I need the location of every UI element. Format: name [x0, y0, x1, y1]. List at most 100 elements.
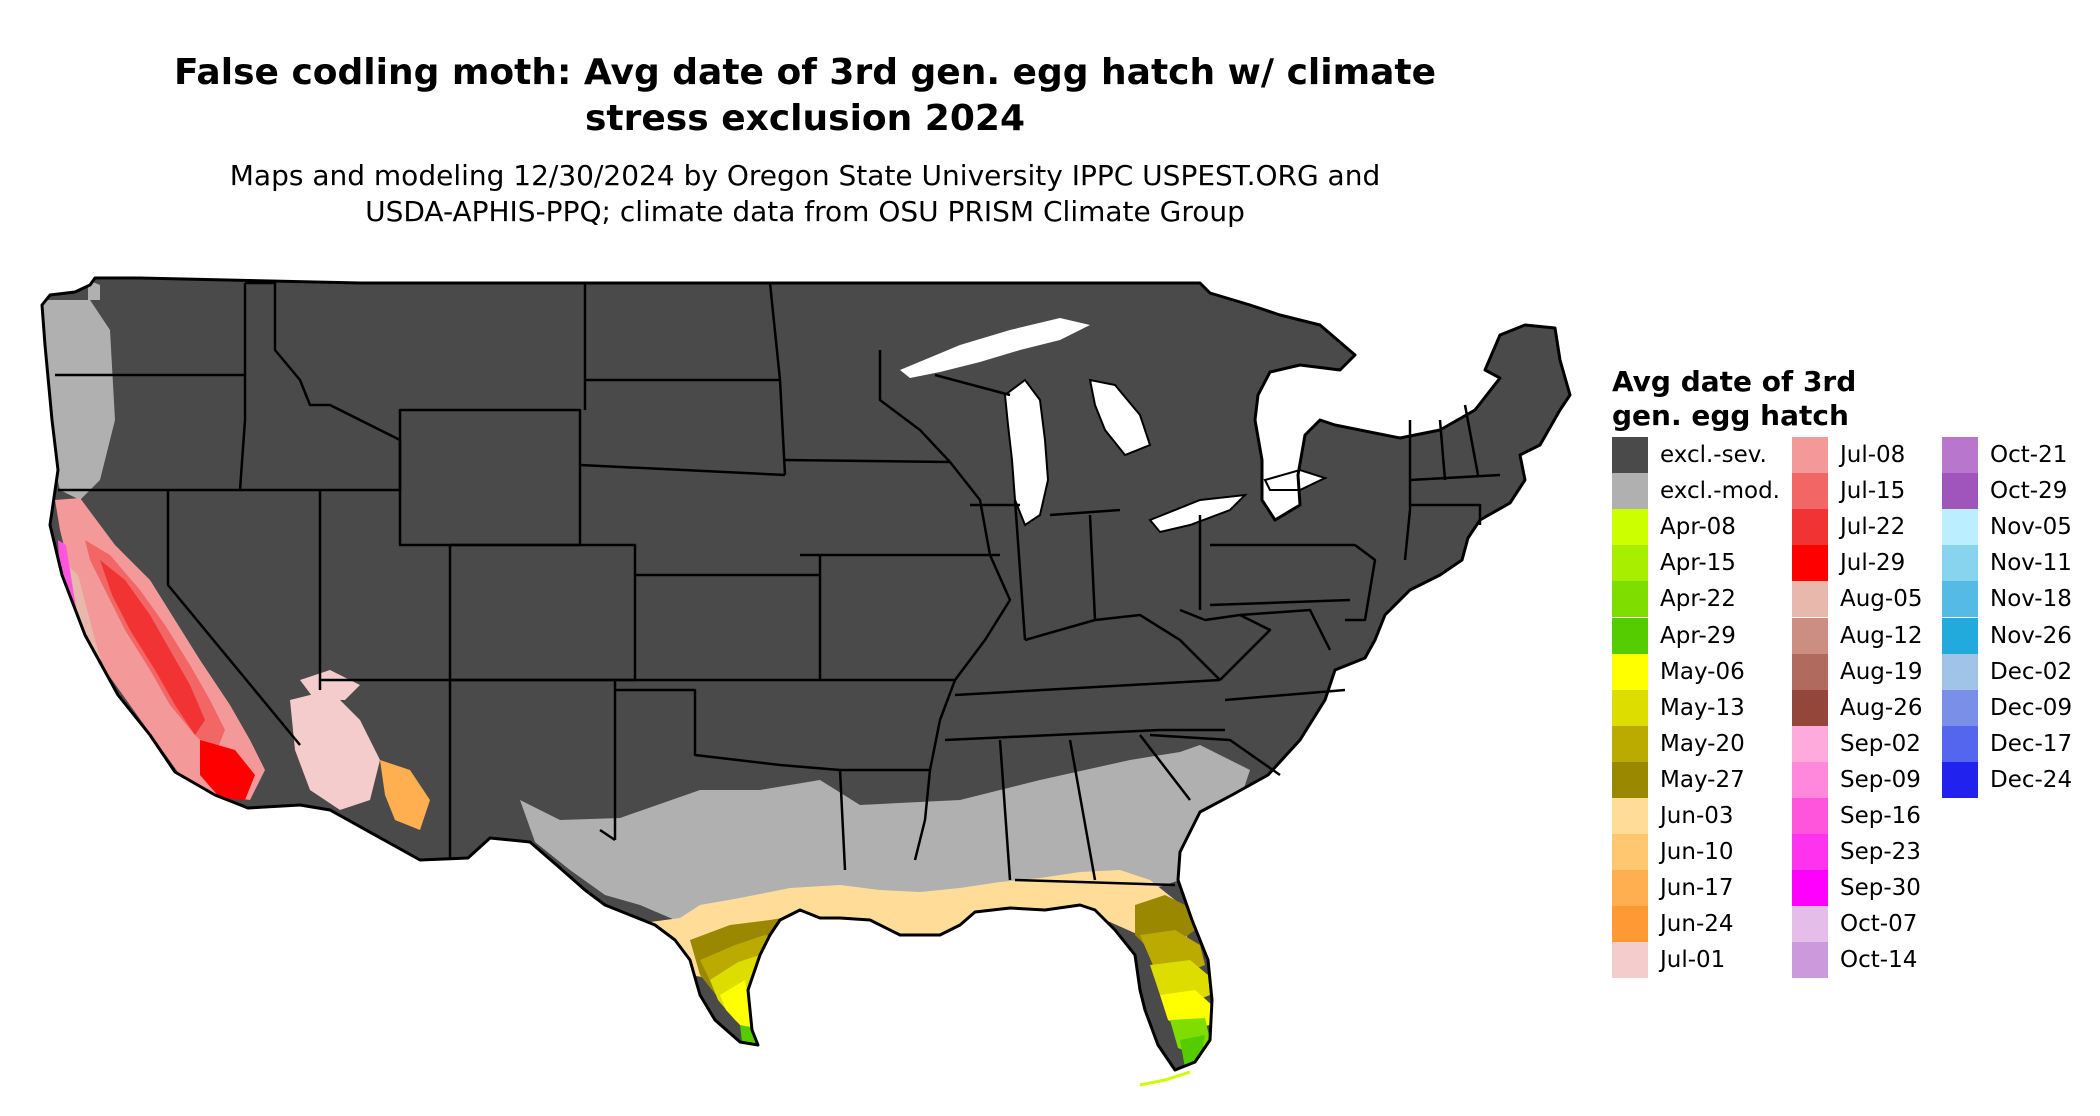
- border-ms-al: [998, 739, 1012, 881]
- legend-label: Jul-01: [1660, 947, 1726, 974]
- legend-item: May-06: [1612, 653, 1745, 690]
- legend-label: Jun-03: [1660, 803, 1734, 829]
- legend-item: Dec-02: [1942, 653, 2072, 690]
- border-wv: [1179, 608, 1272, 681]
- legend-label: Aug-05: [1840, 586, 1923, 613]
- legend-swatch: [1792, 834, 1828, 871]
- legend-label: Sep-23: [1840, 839, 1921, 866]
- zone-jun-az: [380, 760, 430, 830]
- us-land-base: [42, 278, 1570, 1070]
- border-ga-fl: [1014, 878, 1176, 887]
- legend-item: Jun-03: [1612, 798, 1734, 834]
- legend-label: Apr-08: [1660, 514, 1736, 541]
- legend-swatch: [1612, 906, 1648, 943]
- legend-swatch: [1612, 509, 1648, 546]
- legend-item: Nov-18: [1942, 581, 2072, 618]
- legend-label: Dec-17: [1990, 730, 2073, 757]
- legend-swatch: [1792, 942, 1828, 979]
- legend-swatch: [1792, 870, 1828, 907]
- border-mi-lp: [1049, 508, 1121, 517]
- legend-item: Aug-19: [1792, 653, 1922, 690]
- map-subtitle: Maps and modeling 12/30/2024 by Oregon S…: [0, 158, 1610, 230]
- legend-label: Dec-09: [1990, 694, 2073, 721]
- legend-item: Jun-24: [1612, 906, 1734, 943]
- legend-swatch: [1612, 798, 1648, 834]
- border-tx-ok: [615, 688, 841, 772]
- border-la-tx: [838, 769, 847, 871]
- legend-swatch: [1792, 761, 1828, 798]
- lake-michigan-outline: [1003, 378, 1050, 527]
- legend-item: Nov-05: [1942, 509, 2072, 546]
- border-il-in: [1013, 499, 1027, 641]
- border-id-or-nv: [238, 419, 247, 491]
- legend-swatch: [1942, 509, 1978, 546]
- legend-item: Apr-08: [1612, 509, 1736, 546]
- legend-item: Apr-15: [1612, 545, 1736, 582]
- legend-item: Aug-26: [1792, 689, 1922, 726]
- lake-borders: [1003, 378, 1328, 534]
- zone-jul-ca-valley: [100, 560, 205, 735]
- legend-swatch: [1942, 473, 1978, 510]
- legend-label: Nov-05: [1990, 514, 2072, 541]
- border-al-ga: [1068, 739, 1097, 881]
- legend-swatch: [1942, 725, 1978, 762]
- lake-huron-outline: [1088, 378, 1152, 457]
- legend-label: excl.-sev.: [1660, 442, 1767, 468]
- legend-item: Sep-09: [1792, 761, 1921, 798]
- legend-item: Dec-09: [1942, 689, 2073, 726]
- legend-swatch: [1792, 581, 1828, 618]
- border-ma: [1409, 473, 1501, 482]
- legend-label: Jun-17: [1660, 875, 1734, 902]
- legend-swatch: [1612, 942, 1648, 979]
- border-ct-ri: [1410, 503, 1482, 525]
- legend-swatch: [1942, 617, 1978, 654]
- legend-label: May-06: [1660, 658, 1745, 685]
- legend-label: Apr-29: [1660, 622, 1736, 649]
- legend-swatch: [1942, 761, 1978, 798]
- legend-label: May-20: [1660, 730, 1745, 757]
- map-title: False codling moth: Avg date of 3rd gen.…: [0, 50, 1610, 142]
- legend-swatch: [1612, 870, 1648, 907]
- border-va-nc: [1224, 688, 1346, 702]
- legend-item: Sep-23: [1792, 834, 1921, 871]
- border-mn-ia: [784, 458, 951, 464]
- border-mn-wi: [878, 350, 951, 463]
- legend-item: Oct-21: [1942, 437, 2067, 473]
- legend-item: Sep-30: [1792, 870, 1921, 907]
- legend-item: excl.-mod.: [1612, 473, 1780, 510]
- border-mi-up: [934, 373, 1011, 397]
- legend-item: Jul-22: [1792, 509, 1905, 546]
- legend-item: May-20: [1612, 725, 1745, 762]
- zone-excl-mod-west-coast: [42, 300, 115, 500]
- state-borders: [40, 276, 1572, 1072]
- legend-item: Oct-07: [1792, 906, 1917, 943]
- legend-item: Jun-10: [1612, 834, 1734, 871]
- climate-zones: [42, 280, 1348, 1068]
- legend-item: Apr-29: [1612, 617, 1736, 654]
- legend-label: Sep-09: [1840, 766, 1921, 793]
- border-vt-nh: [1438, 419, 1447, 481]
- legend-item: Dec-17: [1942, 725, 2073, 762]
- legend-swatch: [1942, 653, 1978, 690]
- legend-label: Apr-22: [1660, 586, 1736, 613]
- border-ny-new-england: [1403, 420, 1412, 561]
- zone-jul-nm: [300, 670, 360, 700]
- legend-item: Jul-29: [1792, 545, 1905, 582]
- legend-swatch: [1612, 689, 1648, 726]
- legend-label: Nov-18: [1990, 586, 2072, 613]
- legend-swatch: [1792, 545, 1828, 582]
- border-nc-sc: [1149, 733, 1281, 777]
- legend-swatch: [1942, 437, 1978, 473]
- legend-label: May-27: [1660, 766, 1745, 793]
- legend-item: May-13: [1612, 689, 1745, 726]
- legend-swatch: [1942, 689, 1978, 726]
- legend-label: Sep-30: [1840, 875, 1921, 902]
- legend-swatch: [1942, 545, 1978, 582]
- legend-item: Nov-11: [1942, 545, 2072, 582]
- lake-huron: [1090, 380, 1150, 455]
- legend-swatch: [1612, 545, 1648, 582]
- border-ca-nv: [166, 490, 301, 746]
- legend-item: Sep-16: [1792, 798, 1921, 834]
- map-subtitle-line1: Maps and modeling 12/30/2024 by Oregon S…: [229, 159, 1381, 192]
- legend-swatch: [1792, 473, 1828, 510]
